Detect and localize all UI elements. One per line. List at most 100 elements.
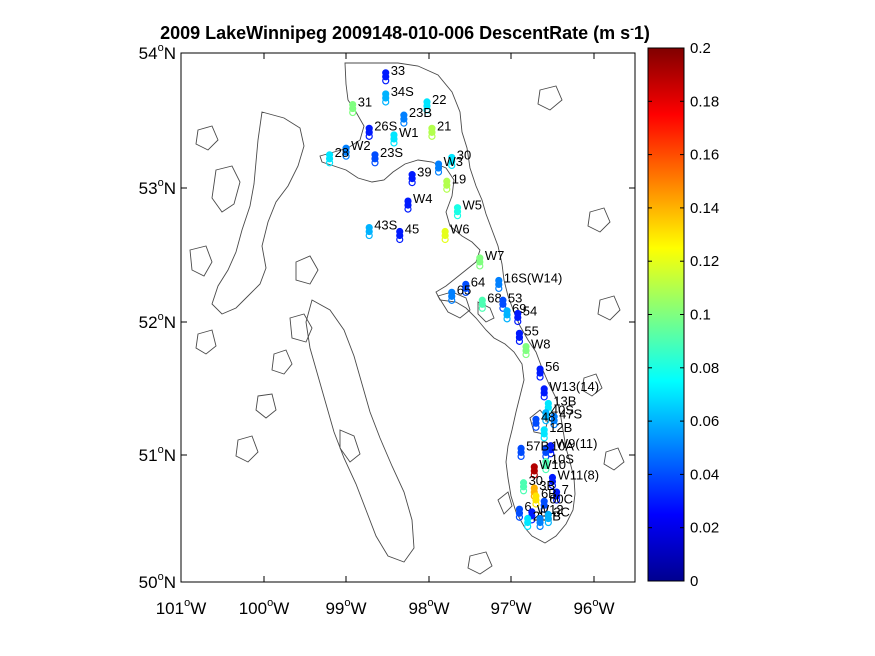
tick-marks <box>180 52 635 583</box>
colorbar-gradient <box>647 47 685 582</box>
lake-winnipegosis-outline <box>211 111 305 315</box>
y-tick-label: 51oN <box>139 444 176 465</box>
station-marker <box>382 77 390 85</box>
station-marker <box>382 98 390 106</box>
station-label: W6 <box>450 222 470 237</box>
colorbar-ticks: 0 0.02 0.04 0.06 0.08 0.1 0.12 0.14 0.16 0.18 0.2 <box>648 40 719 590</box>
colorbar-tick-label: 0.12 <box>690 253 719 270</box>
colorbar-tick-label: 0.16 <box>690 147 719 164</box>
station-label: 3B <box>539 478 555 493</box>
station-marker <box>542 417 550 425</box>
station-marker <box>544 518 552 527</box>
station-label: W1 <box>399 125 419 140</box>
x-tick-label: 100oW <box>239 597 290 618</box>
y-tick-label: 52oN <box>139 311 176 332</box>
colorbar: 0 0.02 0.04 0.06 0.08 0.1 0.12 0.14 0.16 0.18 0.2 <box>647 40 719 590</box>
station-marker <box>434 168 443 176</box>
station-marker <box>522 350 530 359</box>
x-tick-label: 99oW <box>325 597 366 618</box>
station-label: 10A <box>551 438 574 453</box>
station-label: W7 <box>485 248 505 263</box>
station-marker <box>404 205 412 213</box>
station-marker <box>548 481 557 490</box>
station-marker <box>448 161 456 170</box>
station-label: 64 <box>471 274 485 289</box>
station-marker <box>540 434 548 442</box>
colorbar-tick-label: 0.08 <box>690 360 719 377</box>
colorbar-tick-label: 0.18 <box>690 93 719 110</box>
station-marker <box>540 505 548 513</box>
station-marker <box>524 522 532 531</box>
station-label: 28 <box>335 145 349 160</box>
station-marker <box>540 393 548 401</box>
station-label: 31 <box>358 95 372 110</box>
station-label: W3 <box>444 154 464 169</box>
colorbar-tick-label: 0.1 <box>690 307 711 324</box>
station-marker <box>390 139 398 147</box>
station-label: 60C <box>549 491 573 506</box>
station-label: 7 <box>562 482 569 497</box>
station-label: W13(14) <box>549 379 599 394</box>
station-label: 10S <box>551 452 574 467</box>
station-label: 55 <box>524 323 538 338</box>
station-label: W5 <box>463 198 483 213</box>
station-marker <box>515 337 524 345</box>
map-axes: 101oW 100oW 99oW 98oW 97oW 96oW 50oN 51o… <box>139 42 636 618</box>
station-label: W12 <box>537 502 564 517</box>
station-marker <box>325 159 334 167</box>
station-marker <box>443 185 451 193</box>
x-tick-label: 98oW <box>408 597 449 618</box>
chart-title: 2009 LakeWinnipeg 2009148-010-006 Descen… <box>160 23 650 43</box>
y-tick-label: 54oN <box>139 42 176 63</box>
station-label: 12B <box>549 420 572 435</box>
station-label: 26S <box>374 118 397 133</box>
station-marker <box>371 159 379 167</box>
station-label: W9(11) <box>556 436 598 451</box>
station-marker <box>536 373 544 381</box>
station-label: 54 <box>523 304 537 319</box>
y-tick-label: 53oN <box>139 177 176 198</box>
title-main: 2009 LakeWinnipeg 2009148-010-006 Descen… <box>160 23 630 43</box>
y-tick-labels: 50oN 51oN 52oN 53oN 54oN <box>139 42 176 592</box>
station-label: 48 <box>541 409 555 424</box>
title-superscript: - <box>630 23 634 35</box>
station-label: W4 <box>413 191 433 206</box>
station-marker <box>532 423 540 431</box>
station-label: 22 <box>432 92 446 107</box>
station-label: 23B <box>409 105 432 120</box>
station-label: 3C <box>553 505 570 520</box>
station-label: 45 <box>405 222 419 237</box>
station-label: 34S <box>391 84 414 99</box>
station-marker <box>408 179 416 187</box>
station-marker <box>365 132 373 140</box>
station-marker <box>532 500 540 508</box>
colorbar-tick-label: 0.14 <box>690 200 719 217</box>
title-tail: 1) <box>634 23 650 43</box>
station-label: 53 <box>508 290 522 305</box>
colorbar-tick-label: 0.02 <box>690 520 719 537</box>
station-label: 30 <box>529 473 543 488</box>
station-label: 39 <box>417 165 431 180</box>
station-marker <box>519 487 528 495</box>
station-label: 6 <box>524 499 531 514</box>
station-label: 23S <box>380 145 403 160</box>
station-marker <box>478 304 486 312</box>
station-marker <box>453 212 462 220</box>
lake-winnipeg-outline <box>319 62 576 544</box>
x-tick-labels: 101oW 100oW 99oW 98oW 97oW 96oW <box>156 597 615 618</box>
station-marker <box>530 471 538 479</box>
station-marker <box>476 262 484 270</box>
station-marker <box>396 235 404 244</box>
station-label: 13B <box>553 393 576 408</box>
station-label: W8 <box>531 337 551 352</box>
colorbar-tick-label: 0.04 <box>690 466 719 483</box>
station-label: 40S <box>551 403 574 418</box>
lake-manitoba-outline <box>305 299 415 563</box>
station-marker <box>342 152 350 160</box>
station-marker <box>448 296 456 304</box>
station-marker <box>495 284 503 293</box>
station-marker <box>515 513 524 521</box>
x-tick-label: 96oW <box>573 597 614 618</box>
station-label: 68 <box>487 290 501 305</box>
